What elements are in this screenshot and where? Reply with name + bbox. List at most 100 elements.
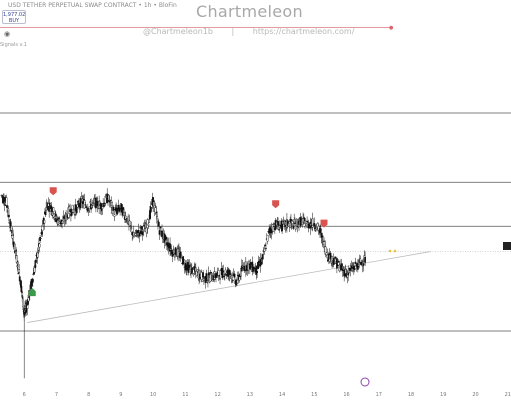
candle-body — [266, 234, 269, 242]
lightning-icon — [360, 377, 370, 387]
candle-body — [273, 224, 275, 227]
candle-body — [102, 203, 105, 205]
projection-marker-icon — [388, 249, 392, 253]
sell-signal-icon — [272, 200, 280, 209]
candle-body — [161, 230, 163, 237]
candle-body — [143, 225, 146, 227]
candle-body — [146, 219, 149, 228]
candle-body — [69, 209, 72, 213]
candle-body — [178, 249, 180, 252]
candle-body — [261, 254, 264, 260]
horizontal-levels — [0, 112, 511, 332]
x-tick-label: 11 — [182, 392, 188, 398]
candle-body — [113, 214, 116, 217]
candle-body — [14, 243, 16, 252]
candle-body — [145, 226, 148, 234]
candle-body — [140, 226, 143, 230]
price-value: 1,977.02 — [3, 12, 26, 18]
candle-body — [235, 279, 238, 285]
candle-body — [201, 279, 204, 282]
candle-body — [222, 270, 225, 273]
candle-body — [77, 201, 80, 203]
watermark-links: @Chartmeleon1b | https://chartmeleon.com… — [143, 27, 370, 36]
x-axis: 6 7 8 9 10 11 12 13 14 15 16 17 18 19 20 21 — [23, 392, 511, 398]
candle-body — [289, 222, 292, 228]
candle-body — [306, 220, 308, 223]
candle-body — [6, 205, 8, 208]
candle-body — [27, 297, 30, 302]
candle-body — [341, 268, 344, 271]
candle-body — [157, 221, 160, 227]
candle-body — [303, 217, 306, 222]
candle-body — [37, 252, 40, 254]
candle-body — [123, 212, 126, 216]
candle-body — [180, 254, 183, 256]
candle-body — [20, 286, 23, 292]
candle-body — [84, 204, 87, 206]
candle-body — [95, 197, 97, 209]
candle-body — [356, 265, 359, 270]
candle-body — [272, 226, 275, 232]
candle-body — [319, 228, 321, 233]
candle-body — [227, 269, 229, 277]
candle-body — [57, 217, 60, 219]
x-tick-label: 19 — [440, 392, 446, 398]
buy-signal-icon — [28, 288, 36, 297]
candle-body — [36, 251, 39, 258]
candle-body — [26, 305, 29, 309]
candle-body — [206, 280, 209, 283]
candle-body — [336, 264, 339, 266]
extras — [360, 242, 511, 387]
candle-body — [119, 208, 121, 210]
candle-body — [193, 266, 196, 271]
candle-body — [360, 260, 363, 263]
candle-body — [7, 214, 10, 218]
candle-body — [82, 198, 85, 201]
candle-body — [61, 220, 64, 224]
candle-body — [111, 202, 113, 206]
candle-body — [12, 234, 14, 236]
candle-body — [302, 218, 304, 223]
x-tick-label: 14 — [279, 392, 285, 398]
candle-body — [169, 248, 172, 251]
candle-body — [329, 252, 332, 260]
candle-body — [251, 261, 254, 272]
candle-body — [333, 262, 336, 264]
candle-body — [334, 256, 337, 259]
handle-text: @Chartmeleon1b — [143, 27, 213, 36]
candle-body — [195, 270, 198, 277]
candle-body — [353, 267, 356, 270]
candle-body — [351, 268, 354, 271]
candle-body — [101, 206, 104, 209]
candle-body — [82, 200, 84, 204]
eye-icon[interactable]: ◉ — [4, 30, 11, 38]
candle-body — [155, 211, 158, 214]
x-tick-label: 13 — [247, 392, 253, 398]
symbol-line: USD TETHER PERPETUAL SWAP CONTRACT • 1h … — [8, 2, 177, 9]
candle-body — [305, 223, 308, 226]
candle-body — [103, 204, 105, 207]
candle-body — [85, 206, 88, 208]
projection-marker-icon — [393, 249, 397, 253]
candle-body — [128, 220, 131, 227]
candle-body — [205, 273, 208, 282]
brand-watermark: Chartmeleon — [196, 2, 303, 21]
candle-body — [264, 245, 267, 247]
buy-price-box[interactable]: 1,977.02 BUY — [2, 10, 26, 24]
candle-body — [21, 292, 24, 296]
candle-body — [207, 272, 210, 276]
x-tick-label: 20 — [472, 392, 478, 398]
candle-body — [219, 278, 221, 280]
candle-body — [159, 226, 162, 229]
trendline-group — [27, 251, 431, 323]
candle-body — [76, 204, 79, 208]
candle-body — [232, 279, 234, 281]
candle-body — [63, 220, 66, 223]
candle-body — [325, 252, 328, 256]
candle-body — [340, 263, 343, 267]
candle-body — [79, 198, 82, 209]
candle-body — [131, 231, 134, 236]
candle-body — [80, 196, 83, 199]
ascending-trendline — [27, 251, 431, 323]
